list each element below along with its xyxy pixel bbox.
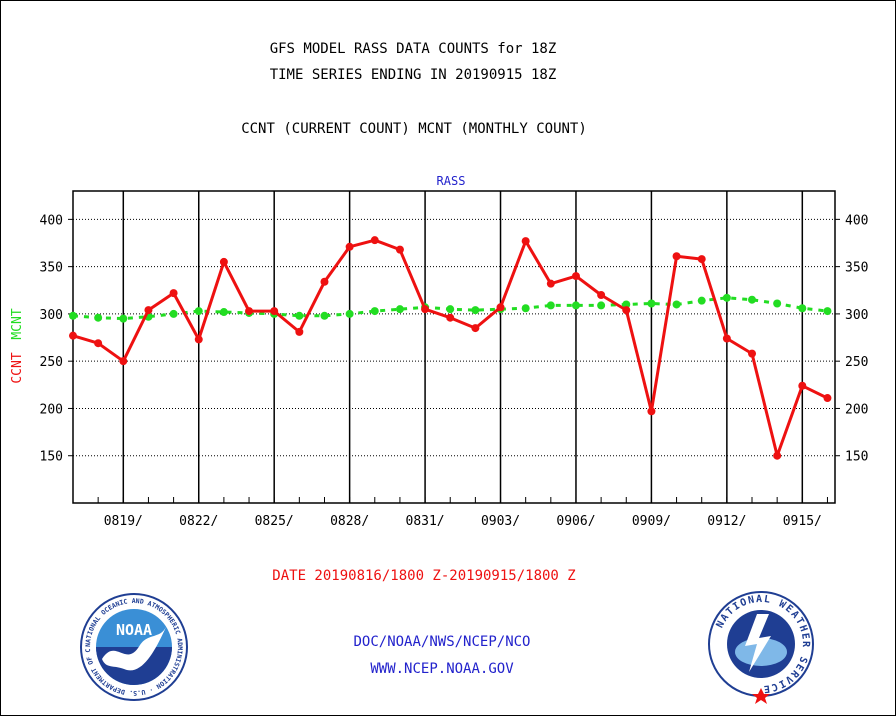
x-tick-label: 0909/	[632, 514, 671, 529]
y-tick-label-left: 400	[40, 213, 63, 228]
data-point-ccnt	[345, 242, 354, 251]
data-point-mcnt	[798, 304, 807, 313]
data-point-ccnt	[94, 339, 103, 348]
y-tick-label-left: 250	[40, 355, 63, 370]
data-point-mcnt	[295, 311, 304, 320]
y-tick-label-left: 300	[40, 308, 63, 323]
series-line-ccnt	[72, 238, 829, 458]
y-tick-label-right: 350	[845, 261, 868, 276]
series-layer	[69, 236, 832, 460]
data-point-mcnt	[320, 311, 329, 320]
data-point-ccnt	[546, 279, 555, 288]
x-tick-label: 0903/	[481, 514, 520, 529]
y-axis-label-ccnt: CCNT	[10, 352, 25, 383]
data-point-ccnt	[722, 334, 731, 343]
chart-subtitle: CCNT (CURRENT COUNT) MCNT (MONTHLY COUNT…	[241, 121, 587, 137]
data-point-mcnt	[647, 299, 656, 308]
data-point-ccnt	[697, 255, 706, 264]
noaa-logo-text: NOAA	[116, 621, 152, 639]
data-point-ccnt	[798, 381, 807, 390]
y-tick-label-left: 150	[40, 450, 63, 465]
x-tick-label: 0828/	[330, 514, 369, 529]
data-point-mcnt	[345, 309, 354, 318]
data-point-ccnt	[370, 236, 379, 245]
data-point-ccnt	[245, 307, 254, 316]
data-point-mcnt	[773, 299, 782, 308]
data-point-mcnt	[370, 307, 379, 316]
data-point-ccnt	[446, 313, 455, 322]
data-point-ccnt	[672, 252, 681, 261]
x-tick-labels: 0819/0822/0825/0828/0831/0903/0906/0909/…	[104, 514, 822, 529]
data-point-ccnt	[270, 307, 279, 316]
data-point-ccnt	[748, 349, 757, 358]
y-tick-label-right: 300	[845, 308, 868, 323]
date-range-label: DATE 20190816/1800 Z-20190915/1800 Z	[272, 568, 575, 584]
nws-logo: NATIONAL WEATHER SERVICE	[708, 591, 814, 704]
data-point-mcnt	[622, 300, 631, 309]
data-point-mcnt	[823, 307, 832, 316]
y-tick-labels: 150 150 200 200 250 250 300 300 350 350 400 400	[40, 213, 869, 464]
data-point-ccnt	[471, 324, 480, 333]
data-point-mcnt	[748, 295, 757, 304]
data-point-ccnt	[823, 394, 832, 403]
panel-label: RASS	[437, 174, 466, 188]
data-point-mcnt	[94, 313, 103, 322]
data-point-mcnt	[697, 296, 706, 305]
data-point-mcnt	[672, 300, 681, 309]
x-tick-label: 0825/	[255, 514, 294, 529]
data-point-mcnt	[546, 301, 555, 310]
data-point-ccnt	[395, 245, 404, 254]
data-point-ccnt	[773, 451, 782, 460]
data-point-ccnt	[647, 407, 656, 416]
data-point-ccnt	[622, 306, 631, 315]
data-point-ccnt	[521, 237, 530, 246]
x-tick-label: 0819/	[104, 514, 143, 529]
data-point-mcnt	[446, 305, 455, 314]
agency-link[interactable]: DOC/NOAA/NWS/NCEP/NCO	[353, 634, 530, 650]
chart-title-line1: GFS MODEL RASS DATA COUNTS for 18Z	[270, 41, 557, 57]
x-tick-label: 0822/	[179, 514, 218, 529]
data-point-mcnt	[395, 305, 404, 314]
data-point-ccnt	[295, 327, 304, 336]
data-point-mcnt	[521, 304, 530, 313]
data-point-ccnt	[421, 305, 430, 314]
data-point-ccnt	[144, 306, 153, 315]
data-point-mcnt	[597, 301, 606, 310]
data-point-mcnt	[169, 309, 178, 318]
data-point-ccnt	[320, 277, 329, 286]
data-point-mcnt	[194, 307, 203, 316]
data-point-ccnt	[169, 289, 178, 298]
data-point-mcnt	[722, 293, 731, 302]
y-tick-label-right: 200	[845, 402, 868, 417]
data-point-mcnt	[69, 311, 77, 320]
noaa-logo: NATIONAL OCEANIC AND ATMOSPHERIC ADMINIS…	[80, 593, 188, 701]
data-point-ccnt	[597, 291, 606, 299]
data-point-ccnt	[571, 272, 580, 281]
y-tick-label-left: 350	[40, 261, 63, 276]
data-point-mcnt	[219, 308, 228, 317]
y-tick-label-right: 250	[845, 355, 868, 370]
y-tick-label-left: 200	[40, 402, 63, 417]
data-point-mcnt	[571, 301, 580, 310]
x-tick-label: 0906/	[556, 514, 595, 529]
data-point-ccnt	[219, 257, 228, 266]
y-axis-label-mcnt: MCNT	[10, 308, 25, 339]
plot-frame	[72, 190, 836, 504]
chart-title-line2: TIME SERIES ENDING IN 20190915 18Z	[270, 67, 557, 83]
data-point-ccnt	[496, 303, 505, 312]
data-point-ccnt	[194, 335, 203, 344]
x-tick-label: 0831/	[406, 514, 445, 529]
grid-lines	[68, 191, 840, 503]
data-point-ccnt	[119, 357, 128, 366]
x-tick-label: 0912/	[707, 514, 746, 529]
data-point-mcnt	[119, 314, 128, 323]
data-point-ccnt	[69, 331, 77, 340]
website-link[interactable]: WWW.NCEP.NOAA.GOV	[370, 661, 514, 677]
y-tick-label-right: 150	[845, 450, 868, 465]
x-tick-label: 0915/	[783, 514, 822, 529]
y-tick-label-right: 400	[845, 213, 868, 228]
data-point-mcnt	[471, 306, 480, 315]
